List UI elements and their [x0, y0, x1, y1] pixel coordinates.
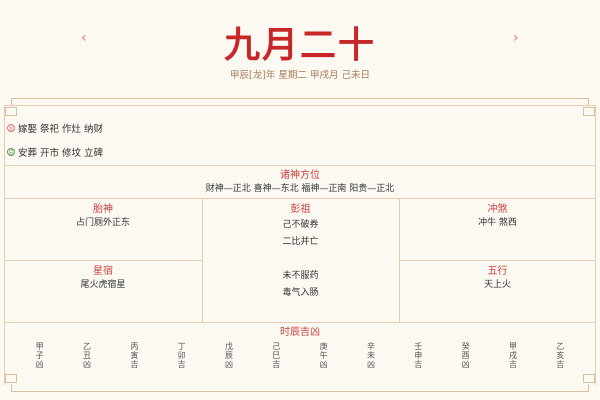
gods-title: 诸神方位 — [280, 170, 320, 181]
xingxiu-text: 尾火虎宿星 — [80, 280, 126, 290]
hour-item: 癸酉凶 — [461, 342, 471, 369]
divider — [4, 260, 202, 261]
hour-item: 己巳吉 — [271, 342, 281, 369]
divider — [202, 198, 203, 322]
corner-ornament — [583, 374, 595, 383]
divider — [399, 260, 596, 261]
yi-icon: 宜 — [7, 124, 15, 132]
hour-item: 乙亥吉 — [555, 342, 565, 369]
hour-item: 戊辰凶 — [224, 342, 234, 369]
frame-top — [11, 98, 589, 106]
yi-items: 嫁娶 祭祀 作灶 纳财 — [18, 124, 104, 135]
hour-item: 乙丑凶 — [82, 342, 92, 369]
hour-item: 甲子凶 — [35, 342, 45, 369]
gods-text: 财神—正北 喜神—东北 福神—正南 阳贵—正北 — [205, 184, 395, 194]
next-day-button[interactable]: › — [513, 30, 519, 46]
ji-row: 忌 安葬 开市 修坟 立碑 — [7, 145, 103, 159]
xingxiu-cell: 星宿 尾火虎宿星 — [4, 265, 202, 292]
hour-item: 庚午凶 — [319, 342, 329, 369]
hour-item: 甲戌吉 — [508, 342, 518, 369]
pengzu-cell: 彭祖 己不破券 二比并亡 未不服药 毒气入肠 — [202, 203, 399, 302]
hour-item: 丁卯吉 — [177, 342, 187, 369]
ji-items: 安葬 开市 修坟 立碑 — [18, 148, 104, 159]
corner-ornament — [5, 374, 17, 383]
hour-item: 丙寅吉 — [129, 342, 139, 369]
prev-day-button[interactable]: ‹ — [81, 30, 87, 46]
divider — [4, 165, 596, 166]
date-subtitle: 甲辰[龙]年 星期二 甲戌月 己未日 — [230, 70, 370, 81]
divider — [4, 322, 596, 323]
wuxing-text: 天上火 — [483, 280, 511, 290]
hour-item: 壬申吉 — [413, 342, 423, 369]
divider — [4, 198, 596, 199]
frame-bottom — [11, 384, 589, 392]
almanac-panel — [4, 105, 596, 385]
wuxing-cell: 五行 天上火 — [399, 265, 596, 292]
taishen-cell: 胎神 占门厕外正东 — [4, 203, 202, 230]
corner-ornament — [5, 107, 17, 116]
chongsha-cell: 冲煞 冲牛 煞西 — [399, 203, 596, 230]
pengzu-line: 己不破券 — [282, 220, 319, 230]
pengzu-title: 彭祖 — [290, 204, 311, 215]
pengzu-line: 毒气入肠 — [282, 288, 319, 298]
lunar-date-title: 九月二十 — [223, 24, 376, 66]
taishen-title: 胎神 — [93, 204, 113, 215]
wuxing-title: 五行 — [487, 266, 508, 277]
corner-ornament — [583, 107, 595, 116]
hour-item: 辛未凶 — [366, 342, 376, 369]
pengzu-line: 未不服药 — [282, 271, 319, 281]
chongsha-text: 冲牛 煞西 — [478, 218, 517, 228]
pengzu-line: 二比并亡 — [282, 237, 319, 247]
gods-section: 诸神方位 财神—正北 喜神—东北 福神—正南 阳贵—正北 — [4, 169, 596, 196]
chongsha-title: 冲煞 — [487, 204, 508, 215]
ji-icon: 忌 — [7, 148, 15, 156]
yi-row: 宜 嫁娶 祭祀 作灶 纳财 — [7, 121, 103, 135]
hours-title: 时辰吉凶 — [280, 327, 320, 338]
taishen-text: 占门厕外正东 — [75, 218, 130, 228]
hours-list: 甲子凶 乙丑凶 丙寅吉 丁卯吉 戊辰凶 己巳吉 庚午凶 辛未凶 壬申吉 癸酉凶 … — [4, 342, 596, 369]
xingxiu-title: 星宿 — [93, 266, 113, 277]
